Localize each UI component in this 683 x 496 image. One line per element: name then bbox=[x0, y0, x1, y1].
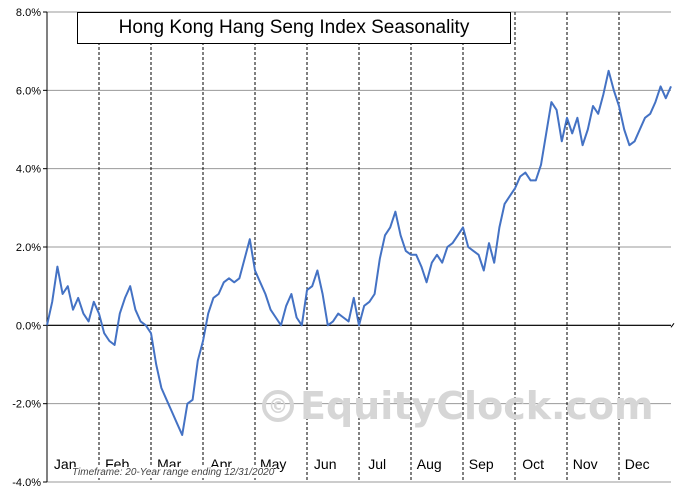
y-axis-ticks: 8.0% 6.0% 4.0% 2.0% 0.0% -2.0% -4.0% bbox=[12, 7, 41, 489]
y-tick-label: 0.0% bbox=[16, 320, 41, 332]
timeframe-note: Timeframe: 20-Year range ending 12/31/20… bbox=[72, 467, 275, 478]
y-tick-label: 4.0% bbox=[16, 164, 41, 176]
y-tick-label: -2.0% bbox=[12, 399, 41, 411]
x-tick-label: Sep bbox=[469, 456, 494, 472]
x-tick-label: Jul bbox=[368, 456, 386, 472]
x-tick-label: Aug bbox=[417, 456, 442, 472]
watermark-text: EquityClock.com bbox=[300, 384, 654, 428]
series-line-0 bbox=[46, 69, 672, 436]
copyright-icon: © bbox=[262, 389, 294, 422]
watermark: © EquityClock.com bbox=[262, 382, 662, 430]
x-tick-label: Nov bbox=[573, 456, 598, 472]
series-layer bbox=[46, 69, 672, 436]
x-tick-label: Jun bbox=[314, 456, 337, 472]
y-tick-label: 8.0% bbox=[16, 7, 41, 19]
x-tick-label: Dec bbox=[625, 456, 650, 472]
chart-title: Hong Kong Hang Seng Index Seasonality bbox=[77, 12, 511, 44]
x-tick-label: Jan bbox=[54, 456, 77, 472]
chart-grid bbox=[47, 11, 671, 483]
y-tick-label: 6.0% bbox=[16, 85, 41, 97]
x-tick-label: Oct bbox=[522, 456, 544, 472]
y-tick-label: 2.0% bbox=[16, 242, 41, 254]
x-axis-end-mark bbox=[670, 323, 675, 328]
y-tick-label: -4.0% bbox=[12, 477, 41, 489]
